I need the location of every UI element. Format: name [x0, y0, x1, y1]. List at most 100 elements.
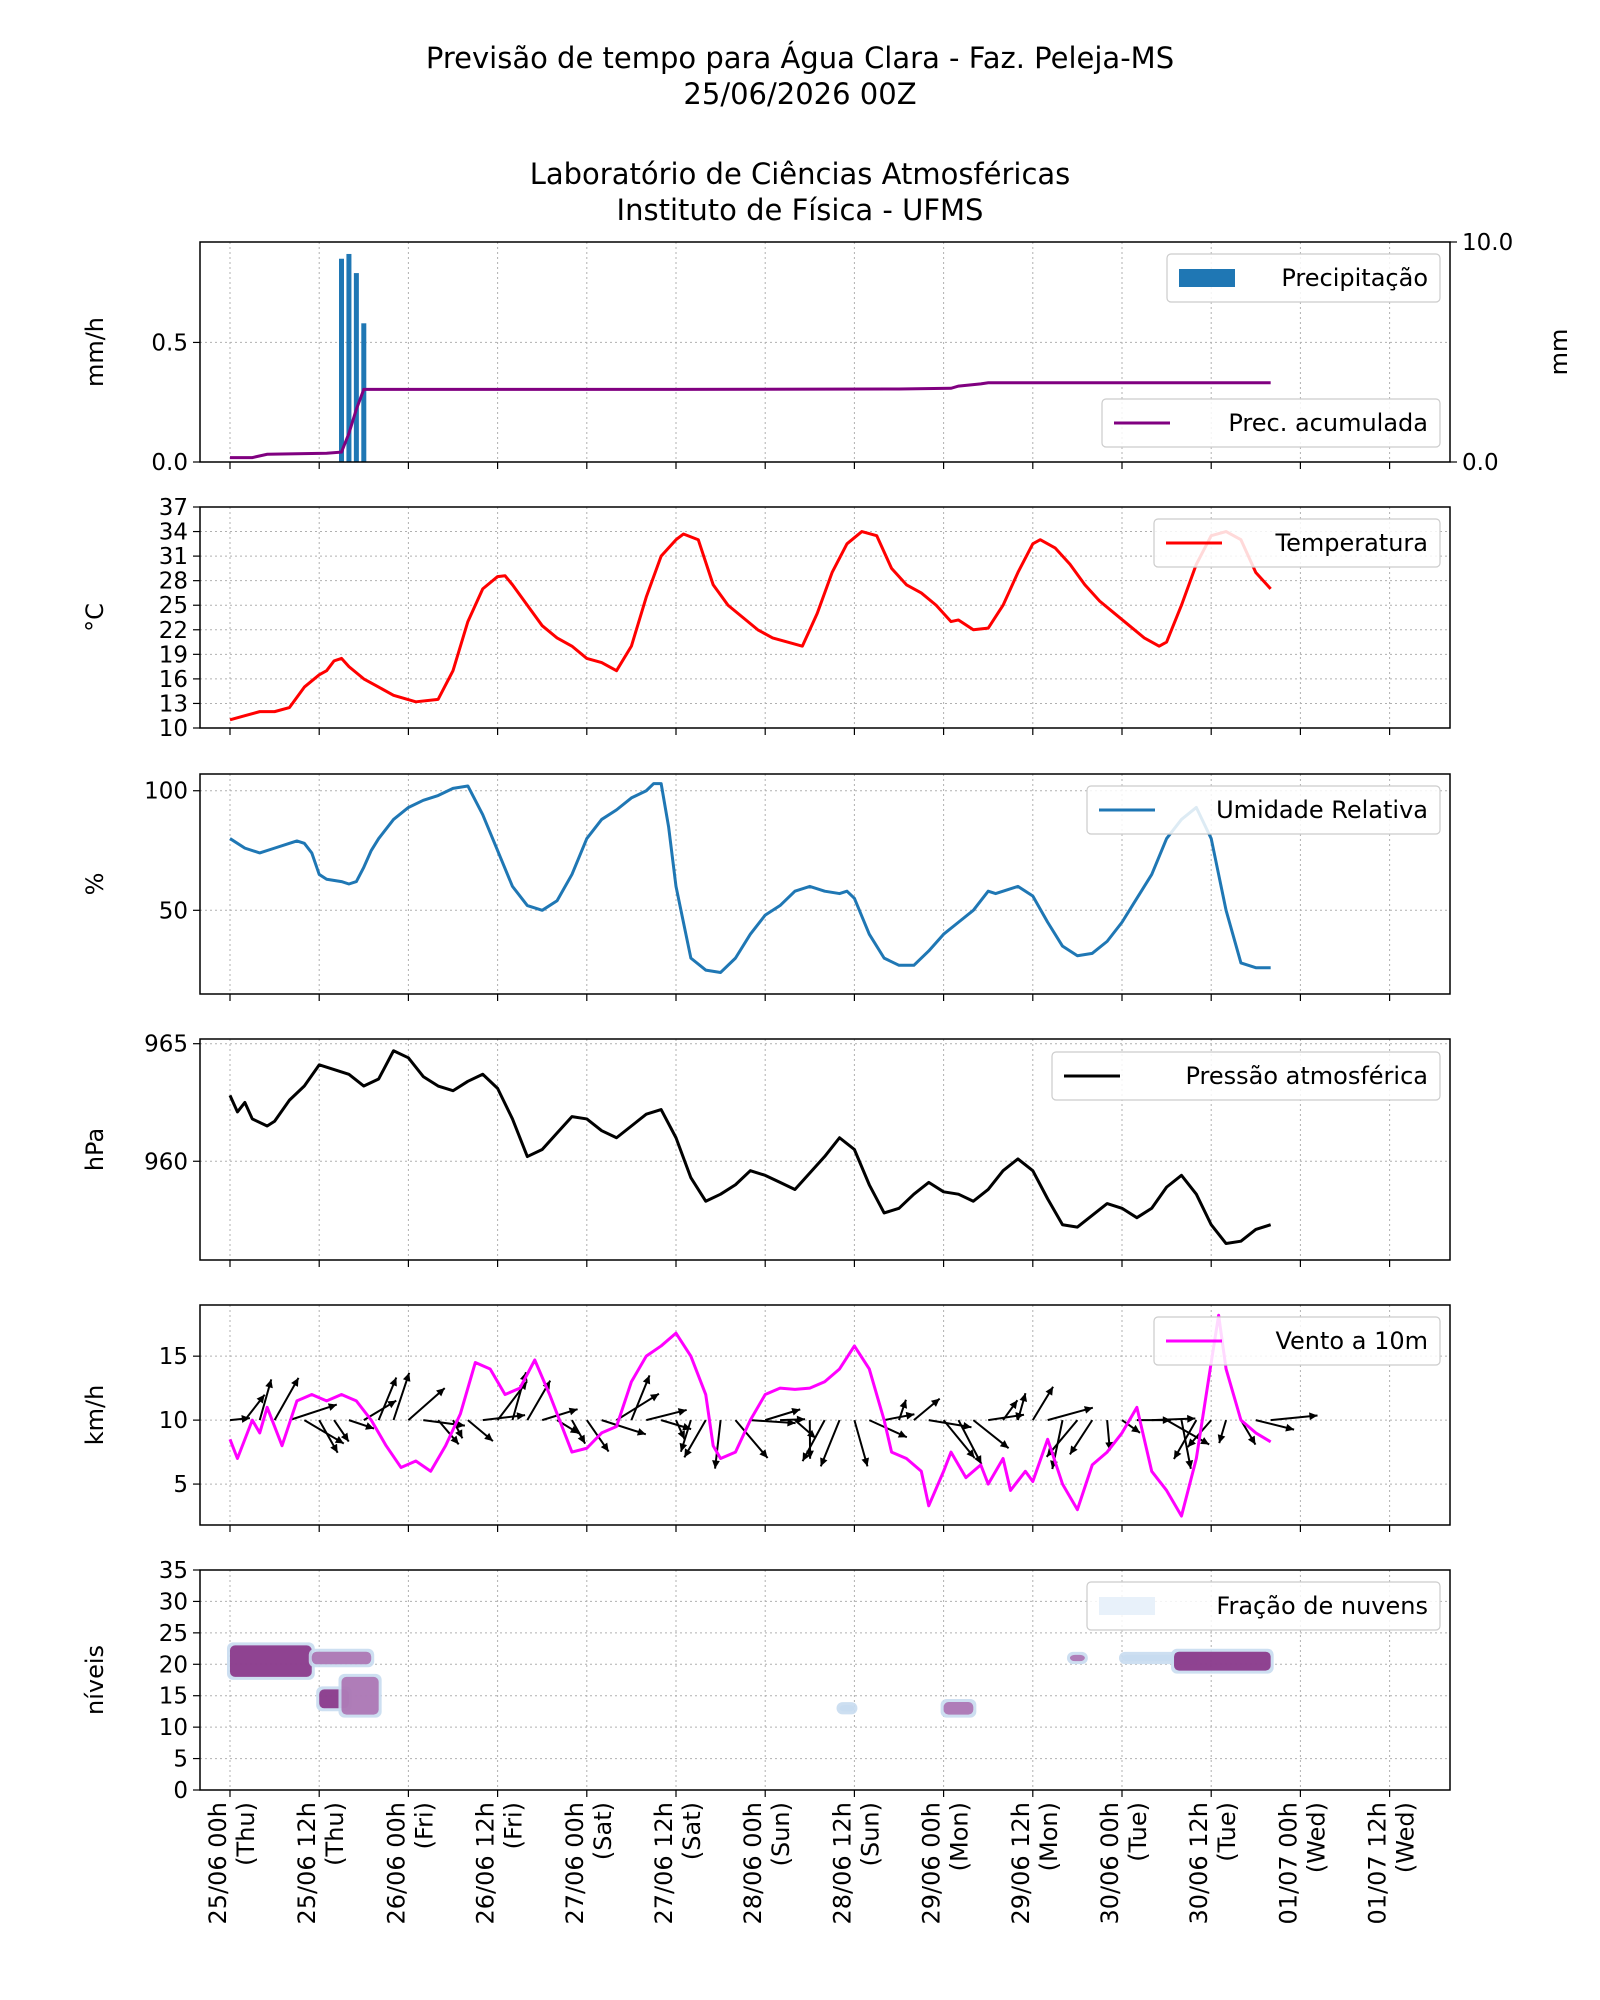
x-tick-day: (Tue) — [1124, 1802, 1152, 1862]
x-tick-label: 29/06 00h (Mon) — [918, 1802, 974, 1925]
x-tick-date: 27/06 00h — [561, 1802, 589, 1925]
wind-arrow-head — [649, 1393, 659, 1402]
plot-area — [228, 1313, 1318, 1518]
wind-arrow-head — [962, 1422, 972, 1430]
x-tick-day: (Mon) — [946, 1802, 974, 1871]
legend: Fração de nuvens — [1086, 1581, 1441, 1631]
plot-area — [229, 782, 1271, 974]
wind-arrow-head — [1187, 1414, 1196, 1423]
y-tick-label: 965 — [144, 1032, 188, 1058]
wind-arrow-head — [365, 1422, 375, 1430]
wind-arrow-head — [327, 1403, 337, 1411]
x-tick-label: 28/06 12h (Sun) — [828, 1802, 884, 1925]
chart-subtitle: Laboratório de Ciências Atmosféricas Ins… — [0, 156, 1600, 228]
legend-box — [1051, 1051, 1441, 1101]
x-tick-day: (Sat) — [678, 1802, 706, 1860]
panel-mmh: 0.0 0.5 mm/h 0.0 10.0 mm Precipitação Prec. acu… — [81, 230, 1573, 476]
y-tick-label: 31 — [159, 544, 188, 570]
y-tick-label: 5 — [173, 1747, 188, 1773]
wind-arrow-head — [569, 1425, 579, 1434]
y-tick-label: 16 — [159, 667, 188, 693]
y-axis-label: mm/h — [81, 317, 109, 387]
wind-arrow-head — [999, 1440, 1009, 1449]
y-tick-label: 30 — [159, 1589, 188, 1615]
x-tick-label: 26/06 12h (Fri) — [472, 1802, 528, 1925]
wind-arrow-shaft — [714, 1420, 722, 1469]
wind-arrow-head — [930, 1398, 940, 1407]
y-tick-label: 13 — [159, 691, 188, 717]
wind-arrow-shaft — [734, 1419, 769, 1459]
panel-kmh: 5 10 15 km/h Vento a 10m — [81, 1304, 1451, 1532]
wind-arrow-head — [436, 1388, 445, 1397]
panel-frame — [199, 1569, 1451, 1791]
legend-box — [1086, 1581, 1441, 1631]
wind-arrow-head — [802, 1452, 810, 1462]
y-tick-label: 20 — [159, 1652, 188, 1678]
legend: Pressão atmosférica — [1051, 1051, 1441, 1101]
cloud-region — [839, 1705, 855, 1712]
wind-arrow-head — [1069, 1445, 1078, 1455]
wind-arrow-head — [897, 1430, 907, 1438]
y-tick-label: 10 — [159, 1715, 188, 1741]
y-tick-label: 15 — [159, 1344, 188, 1370]
chart-subtitle-line-1: Laboratório de Ciências Atmosféricas — [529, 157, 1071, 191]
legend-box — [1101, 398, 1441, 448]
wind-arrow-shaft — [1166, 1419, 1210, 1446]
y2-tick-label: 10.0 — [1462, 230, 1513, 256]
x-tick-date: 26/06 12h — [472, 1802, 500, 1925]
wind-arrow-head — [516, 1412, 526, 1420]
chart-subtitle-line-2: Instituto de Física - UFMS — [616, 193, 984, 227]
wind-arrow-shaft — [392, 1372, 411, 1421]
x-tick-label: 01/07 12h (Wed) — [1364, 1802, 1420, 1925]
x-tick-day: (Mon) — [1035, 1802, 1063, 1871]
x-tick-day: (Sun) — [767, 1802, 795, 1866]
panel-frame — [199, 506, 1451, 729]
cloud-region — [341, 1676, 379, 1715]
y-axis-label: km/h — [81, 1385, 109, 1446]
legend-label: Vento a 10m — [1275, 1327, 1428, 1355]
legend-label: Pressão atmosférica — [1185, 1062, 1428, 1090]
y-tick-label: 0 — [173, 1778, 188, 1804]
wind-arrow-head — [684, 1448, 692, 1458]
y-axis-label: °C — [81, 603, 109, 632]
wind-arrow-head — [1285, 1423, 1295, 1432]
wind-arrow-shaft — [289, 1403, 338, 1422]
wind-arrow-head — [265, 1379, 273, 1389]
x-tick-label: 29/06 12h (Mon) — [1007, 1802, 1063, 1925]
plot-area — [230, 253, 1271, 462]
panel-frame — [199, 1038, 1451, 1261]
legend-swatch — [1099, 1597, 1155, 1615]
legend: Umidade Relativa — [1086, 785, 1441, 835]
precip-bar — [339, 258, 344, 462]
x-tick-date: 25/06 00h — [204, 1802, 232, 1925]
y-tick-label: 10 — [159, 1408, 188, 1434]
series-line-percent — [229, 782, 1271, 974]
x-tick-date: 29/06 00h — [918, 1802, 946, 1925]
cloud-region — [230, 1645, 312, 1677]
wind-arrow-head — [677, 1430, 685, 1440]
x-tick-date: 29/06 12h — [1007, 1802, 1035, 1925]
wind-arrow-head — [796, 1415, 806, 1424]
plot-area — [229, 530, 1272, 722]
legend-label: Prec. acumulada — [1228, 409, 1428, 437]
wind-arrow-head — [966, 1449, 975, 1459]
x-tick-date: 30/06 12h — [1185, 1802, 1213, 1925]
y2-axis-label: mm — [1545, 329, 1573, 376]
x-tick-date: 01/07 00h — [1274, 1802, 1302, 1925]
cloud-region — [1069, 1654, 1085, 1662]
x-tick-label: 01/07 00h (Wed) — [1274, 1802, 1330, 1925]
wind-arrow-head — [340, 1432, 349, 1442]
legend-label: Fração de nuvens — [1216, 1592, 1428, 1620]
series-line-kmh — [228, 1313, 1272, 1518]
wind-arrow-head — [1045, 1386, 1054, 1396]
x-tick-label: 30/06 00h (Tue) — [1096, 1802, 1152, 1925]
x-tick-day: (Fri) — [500, 1802, 528, 1849]
precip-bar — [346, 253, 352, 462]
wind-arrow-head — [256, 1394, 265, 1404]
x-tick-day: (Fri) — [410, 1802, 438, 1849]
x-tick-date: 28/06 12h — [828, 1802, 856, 1925]
x-tick-date: 30/06 00h — [1096, 1802, 1124, 1925]
y-tick-label: 5 — [173, 1472, 188, 1498]
x-tick-date: 26/06 00h — [382, 1802, 410, 1925]
